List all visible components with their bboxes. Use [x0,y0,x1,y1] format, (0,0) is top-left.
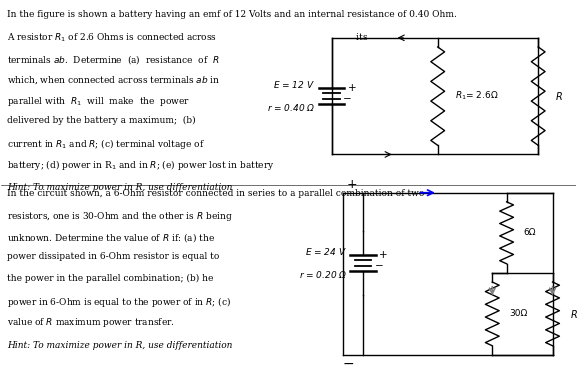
Text: value of $R$ maximum power transfer.: value of $R$ maximum power transfer. [7,316,175,329]
Text: +: + [347,83,356,93]
Text: $R$: $R$ [570,308,578,320]
Text: 30Ω: 30Ω [510,309,528,318]
Text: resistors, one is 30-Ohm and the other is $R$ being: resistors, one is 30-Ohm and the other i… [7,210,233,223]
Text: terminals $ab$.  Determine  (a)  resistance  of  $R$: terminals $ab$. Determine (a) resistance… [7,53,220,66]
Text: delivered by the battery a maximum;  (b): delivered by the battery a maximum; (b) [7,116,196,125]
Text: $r$ = 0.40 Ω: $r$ = 0.40 Ω [267,102,315,113]
Text: $R_1$= 2.6Ω: $R_1$= 2.6Ω [455,90,498,102]
Text: Hint: To maximize power in R, use differentiation: Hint: To maximize power in R, use differ… [7,183,232,192]
Text: the power in the parallel combination; (b) he: the power in the parallel combination; (… [7,274,213,283]
Text: Hint: To maximize power in R, use differentiation: Hint: To maximize power in R, use differ… [7,341,232,350]
Text: unknown. Determine the value of $R$ if: (a) the: unknown. Determine the value of $R$ if: … [7,232,215,244]
Text: In the circuit shown, a 6-Ohm resistor connected in series to a parallel combina: In the circuit shown, a 6-Ohm resistor c… [7,189,425,198]
Text: $R$: $R$ [555,90,563,102]
Text: current in $R_1$ and $R$; (c) terminal voltage of: current in $R_1$ and $R$; (c) terminal v… [7,137,205,151]
Text: $r$ = 0.20 Ω: $r$ = 0.20 Ω [299,269,347,280]
Text: −: − [375,261,383,271]
Text: $E$ = 24 V: $E$ = 24 V [305,246,347,257]
Text: power in 6-Ohm is equal to the power of in $R$; (c): power in 6-Ohm is equal to the power of … [7,295,231,309]
Text: $E$ = 12 V: $E$ = 12 V [274,79,315,90]
Text: battery; (d) power in R$_1$ and in $R$; (e) power lost in battery: battery; (d) power in R$_1$ and in $R$; … [7,159,275,172]
Text: power dissipated in 6-Ohm resistor is equal to: power dissipated in 6-Ohm resistor is eq… [7,252,220,261]
Text: In the figure is shown a battery having an emf of 12 Volts and an internal resis: In the figure is shown a battery having … [7,10,457,19]
Text: +: + [346,178,357,191]
Text: +: + [379,250,388,260]
Text: 6Ω: 6Ω [524,228,536,237]
Text: −: − [343,357,354,371]
Text: parallel with  $R_1$  will  make  the  power: parallel with $R_1$ will make the power [7,95,190,108]
Text: which, when connected across terminals $ab$ in: which, when connected across terminals $… [7,74,221,86]
Text: A resistor $R_1$ of 2.6 Ohms is connected across                                : A resistor $R_1$ of 2.6 Ohms is connecte… [7,32,368,44]
Text: −: − [343,94,352,104]
